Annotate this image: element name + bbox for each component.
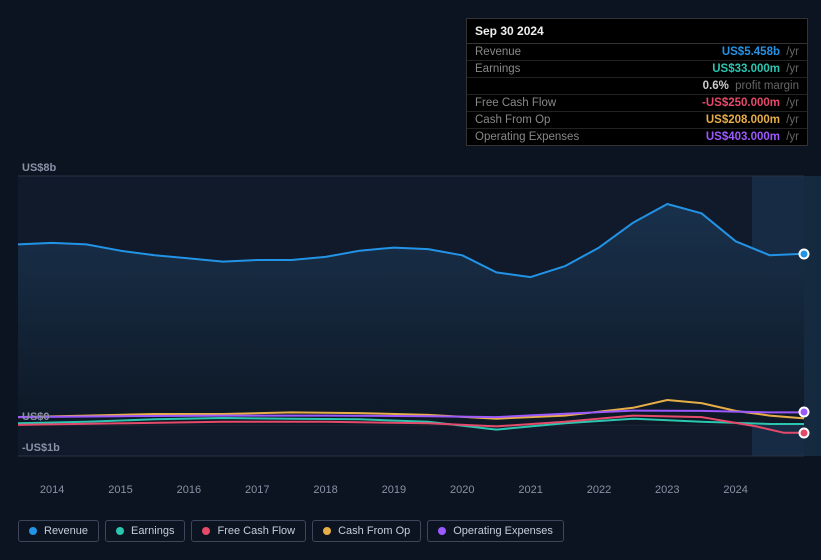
tooltip-value: US$403.000m /yr [706, 131, 799, 143]
x-axis-label: 2022 [587, 484, 611, 496]
chart-tooltip: Sep 30 2024 RevenueUS$5.458b /yrEarnings… [466, 18, 808, 146]
x-axis-label: 2018 [313, 484, 337, 496]
legend-item-revenue[interactable]: Revenue [18, 520, 99, 542]
tooltip-value: US$208.000m /yr [706, 114, 799, 126]
x-axis-label: 2024 [723, 484, 747, 496]
x-axis-label: 2016 [177, 484, 201, 496]
legend-item-operating-expenses[interactable]: Operating Expenses [427, 520, 564, 542]
tooltip-label: Earnings [475, 63, 712, 75]
legend-swatch [202, 527, 210, 535]
tooltip-label: Cash From Op [475, 114, 706, 126]
tooltip-date: Sep 30 2024 [467, 19, 807, 44]
tooltip-row: EarningsUS$33.000m /yr [467, 61, 807, 78]
y-axis-label: -US$1b [22, 442, 60, 454]
legend-item-earnings[interactable]: Earnings [105, 520, 185, 542]
x-axis-label: 2023 [655, 484, 679, 496]
x-axis-label: 2015 [108, 484, 132, 496]
legend-label: Revenue [44, 525, 88, 537]
tooltip-value: 0.6% profit margin [703, 80, 799, 92]
tooltip-label: Free Cash Flow [475, 97, 702, 109]
chart-legend: Revenue Earnings Free Cash Flow Cash From O… [18, 520, 564, 542]
y-axis-label: US$0 [22, 411, 50, 423]
tooltip-value: US$33.000m /yr [712, 63, 799, 75]
x-axis-label: 2014 [40, 484, 64, 496]
tooltip-row: Operating ExpensesUS$403.000m /yr [467, 129, 807, 145]
legend-swatch [29, 527, 37, 535]
legend-item-cash-from-op[interactable]: Cash From Op [312, 520, 421, 542]
tooltip-value: -US$250.000m /yr [702, 97, 799, 109]
tooltip-row: Free Cash Flow-US$250.000m /yr [467, 95, 807, 112]
legend-label: Earnings [131, 525, 174, 537]
legend-label: Free Cash Flow [217, 525, 295, 537]
tooltip-label: Operating Expenses [475, 131, 706, 143]
x-axis-label: 2017 [245, 484, 269, 496]
legend-swatch [116, 527, 124, 535]
tooltip-row: 0.6% profit margin [467, 78, 807, 95]
legend-label: Cash From Op [338, 525, 410, 537]
legend-swatch [323, 527, 331, 535]
tooltip-value: US$5.458b /yr [722, 46, 799, 58]
tooltip-row: RevenueUS$5.458b /yr [467, 44, 807, 61]
tooltip-label [475, 80, 703, 92]
x-axis-label: 2021 [518, 484, 542, 496]
x-axis-label: 2019 [382, 484, 406, 496]
x-axis-label: 2020 [450, 484, 474, 496]
y-axis-label: US$8b [22, 162, 56, 174]
tooltip-label: Revenue [475, 46, 722, 58]
legend-swatch [438, 527, 446, 535]
legend-item-free-cash-flow[interactable]: Free Cash Flow [191, 520, 306, 542]
legend-label: Operating Expenses [453, 525, 553, 537]
tooltip-row: Cash From OpUS$208.000m /yr [467, 112, 807, 129]
